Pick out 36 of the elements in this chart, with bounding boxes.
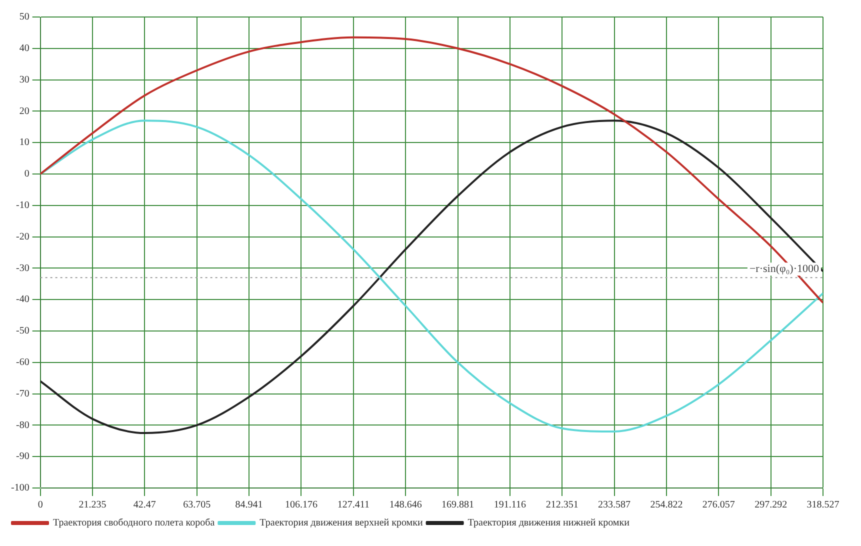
x-tick-label: 276.057 xyxy=(702,500,735,511)
x-tick-label: 169.881 xyxy=(442,500,474,511)
y-tick-label: -40 xyxy=(16,294,30,306)
y-tick-label: 30 xyxy=(19,74,30,86)
x-tick-label: 0 xyxy=(38,500,43,511)
y-tick-label: 40 xyxy=(19,43,30,54)
x-tick-label: 106.176 xyxy=(284,500,318,511)
y-tick-label: -20 xyxy=(16,231,30,242)
x-tick-label: 233.587 xyxy=(598,500,631,511)
y-tick-label: -70 xyxy=(16,388,30,400)
y-tick-label: -30 xyxy=(16,262,30,274)
x-tick-label: 191.116 xyxy=(494,500,526,511)
y-tick-label: -90 xyxy=(16,451,30,462)
y-tick-label: -60 xyxy=(16,357,30,368)
legend-label: Траектория свободного полета короба xyxy=(53,518,216,529)
x-tick-label: 127.411 xyxy=(337,500,370,511)
ref-line-label: −r·sin(φ₀)·1000 xyxy=(749,263,820,276)
y-tick-label: -80 xyxy=(16,420,30,431)
x-tick-label: 212.351 xyxy=(546,500,578,511)
x-tick-label: 254.822 xyxy=(650,500,683,511)
y-tick-label: 10 xyxy=(19,137,30,148)
y-tick-label: 50 xyxy=(19,12,30,23)
x-tick-label: 148.646 xyxy=(389,500,422,511)
y-tick-label: -50 xyxy=(16,326,30,337)
legend-label: Траектория движения нижней кромки xyxy=(468,518,630,529)
legend-label: Траектория движения верхней кромки xyxy=(260,518,424,529)
x-tick-label: 63.705 xyxy=(183,500,211,511)
x-tick-label: 297.292 xyxy=(754,500,788,511)
y-tick-label: -10 xyxy=(16,200,30,212)
y-tick-label: 20 xyxy=(19,106,30,117)
x-tick-label: 21.235 xyxy=(78,500,106,511)
x-tick-label: 42.47 xyxy=(133,500,156,511)
y-tick-label: 0 xyxy=(24,168,30,180)
y-tick-label: -100 xyxy=(10,482,30,494)
x-tick-label: 84.941 xyxy=(235,500,263,511)
x-tick-label: 318.527 xyxy=(806,500,840,511)
